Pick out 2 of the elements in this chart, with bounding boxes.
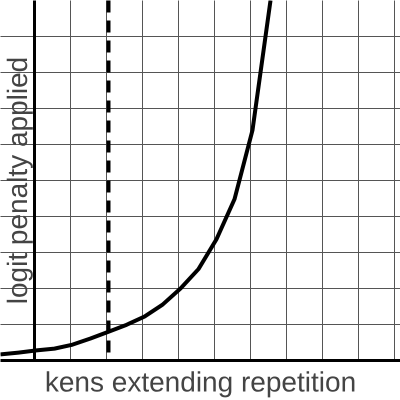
y-axis-title: logit penalty applied [2, 56, 33, 304]
x-axis-title: kens extending repetition [44, 366, 356, 398]
